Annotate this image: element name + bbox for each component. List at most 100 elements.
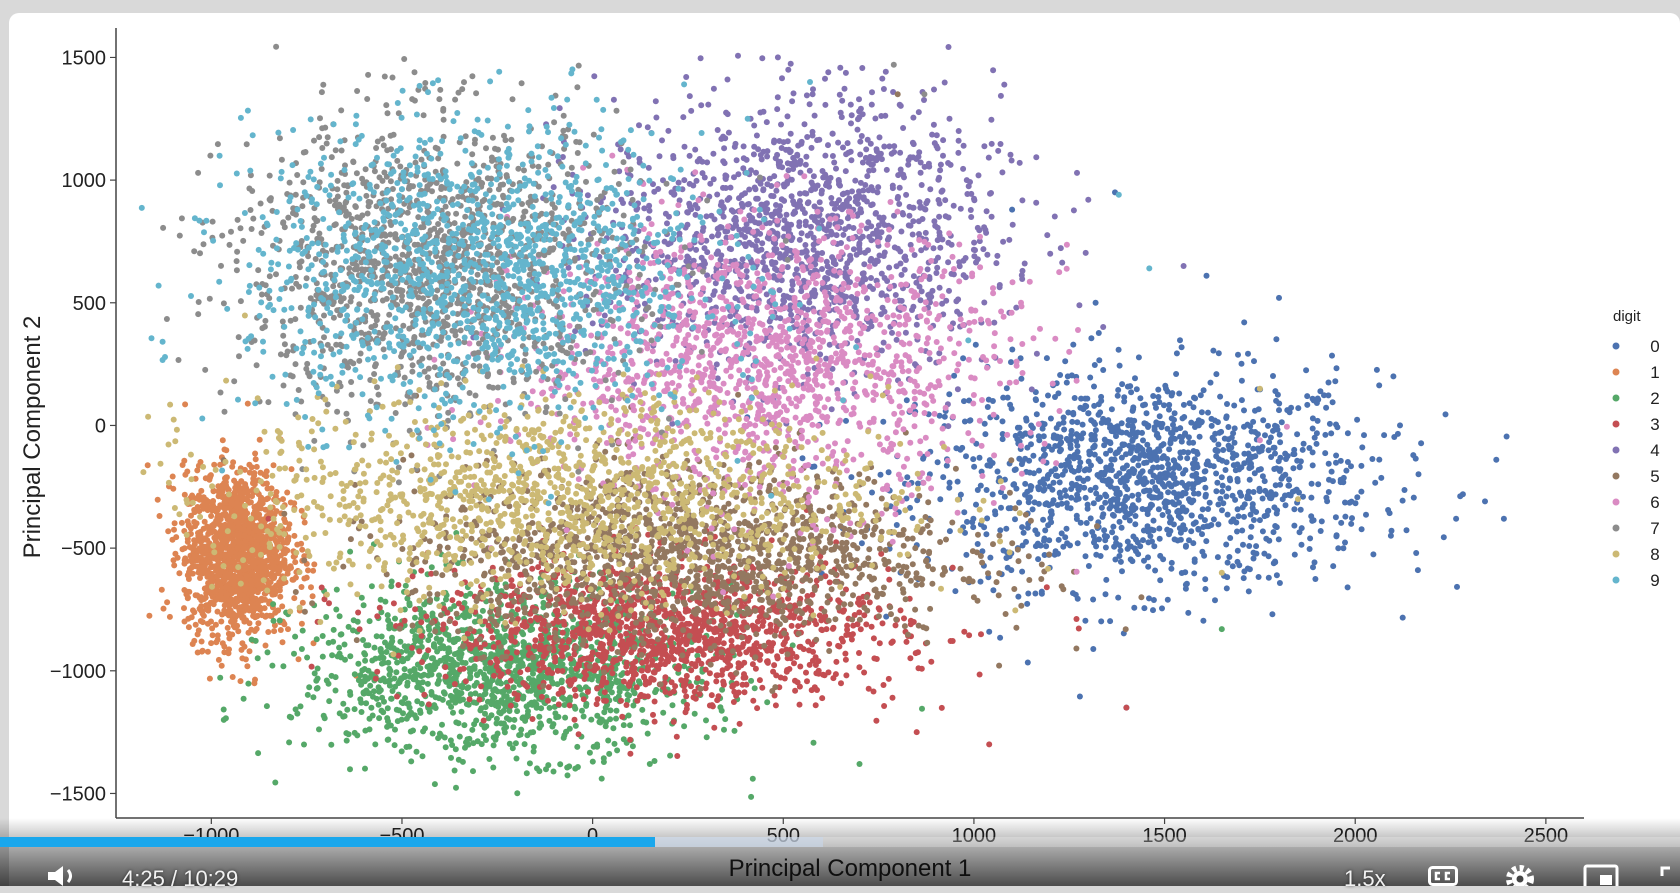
data-point	[230, 540, 237, 547]
data-point	[466, 665, 473, 672]
data-point	[216, 570, 223, 577]
data-point	[1213, 488, 1220, 495]
data-point	[453, 672, 460, 679]
data-point	[946, 484, 953, 491]
data-point	[1067, 463, 1074, 470]
data-point	[520, 693, 527, 700]
data-point	[1271, 444, 1278, 451]
data-point	[940, 474, 947, 481]
data-point	[1333, 452, 1340, 459]
data-point	[239, 640, 246, 647]
data-point	[562, 714, 569, 721]
data-point	[1354, 416, 1361, 423]
data-point	[1210, 516, 1217, 523]
data-point	[356, 626, 363, 633]
data-point	[1503, 433, 1510, 440]
data-point	[754, 705, 761, 712]
data-point	[1201, 517, 1208, 524]
data-point	[1252, 407, 1258, 414]
data-point	[974, 487, 981, 493]
data-point	[1325, 392, 1332, 399]
data-point	[1348, 463, 1354, 470]
data-point	[1107, 497, 1114, 504]
data-point	[513, 755, 520, 762]
data-point	[1292, 487, 1299, 494]
data-point	[503, 715, 510, 722]
data-point	[1265, 447, 1272, 454]
data-point	[1080, 430, 1087, 437]
data-point	[1168, 565, 1175, 572]
data-point	[1141, 557, 1147, 564]
data-point	[384, 705, 391, 712]
data-point	[1378, 474, 1385, 481]
data-point	[412, 614, 418, 621]
data-point	[1272, 482, 1279, 489]
data-point	[1440, 534, 1447, 541]
data-point	[1081, 467, 1088, 474]
data-point	[660, 709, 667, 716]
data-point	[1159, 512, 1166, 518]
data-point	[439, 721, 445, 728]
data-point	[1202, 576, 1209, 583]
data-point	[951, 372, 958, 379]
data-point	[1067, 445, 1074, 451]
data-point	[1197, 392, 1204, 399]
data-point	[1255, 574, 1262, 580]
data-point	[1310, 564, 1316, 571]
data-point	[222, 570, 229, 577]
data-point	[630, 702, 637, 709]
data-point	[1127, 450, 1134, 456]
data-point	[530, 748, 537, 755]
data-point	[449, 597, 456, 604]
data-point	[873, 717, 880, 724]
data-point	[361, 666, 368, 672]
data-point	[260, 566, 267, 572]
data-point	[1098, 419, 1105, 426]
data-point	[1335, 545, 1342, 552]
data-point	[1412, 455, 1419, 462]
data-point	[1261, 478, 1268, 485]
data-point	[158, 586, 165, 593]
data-point	[215, 483, 222, 490]
data-point	[1141, 488, 1147, 495]
data-point	[488, 651, 495, 658]
data-point	[213, 639, 220, 646]
data-point	[1057, 372, 1064, 378]
data-point	[1318, 518, 1325, 525]
data-point	[1076, 483, 1083, 490]
data-point	[1105, 476, 1112, 483]
data-point	[997, 527, 1004, 534]
data-point	[532, 700, 539, 707]
data-point	[857, 626, 864, 633]
data-point	[788, 622, 795, 629]
data-point	[417, 665, 424, 672]
data-point	[1247, 455, 1254, 462]
data-point	[1199, 531, 1205, 538]
data-point	[375, 701, 382, 708]
data-point	[271, 628, 278, 635]
data-point	[209, 632, 216, 639]
data-point	[255, 620, 262, 627]
data-point	[1218, 474, 1225, 481]
data-point	[1110, 512, 1117, 519]
data-point	[330, 626, 337, 633]
data-point	[1224, 511, 1231, 518]
data-point	[1247, 511, 1254, 518]
data-point	[285, 626, 291, 633]
data-point	[1063, 379, 1070, 386]
data-point	[1216, 429, 1223, 436]
data-point	[1092, 484, 1099, 491]
data-point	[683, 693, 690, 700]
data-point	[1085, 458, 1092, 465]
data-point	[1155, 394, 1162, 400]
data-point	[1043, 543, 1050, 550]
data-point	[276, 587, 283, 594]
data-point	[442, 744, 449, 751]
data-point	[146, 612, 153, 619]
data-point	[490, 764, 497, 771]
data-point	[1116, 507, 1123, 514]
data-point	[1074, 419, 1081, 426]
data-point	[448, 703, 455, 710]
data-point	[470, 768, 476, 775]
data-point	[1308, 494, 1315, 501]
